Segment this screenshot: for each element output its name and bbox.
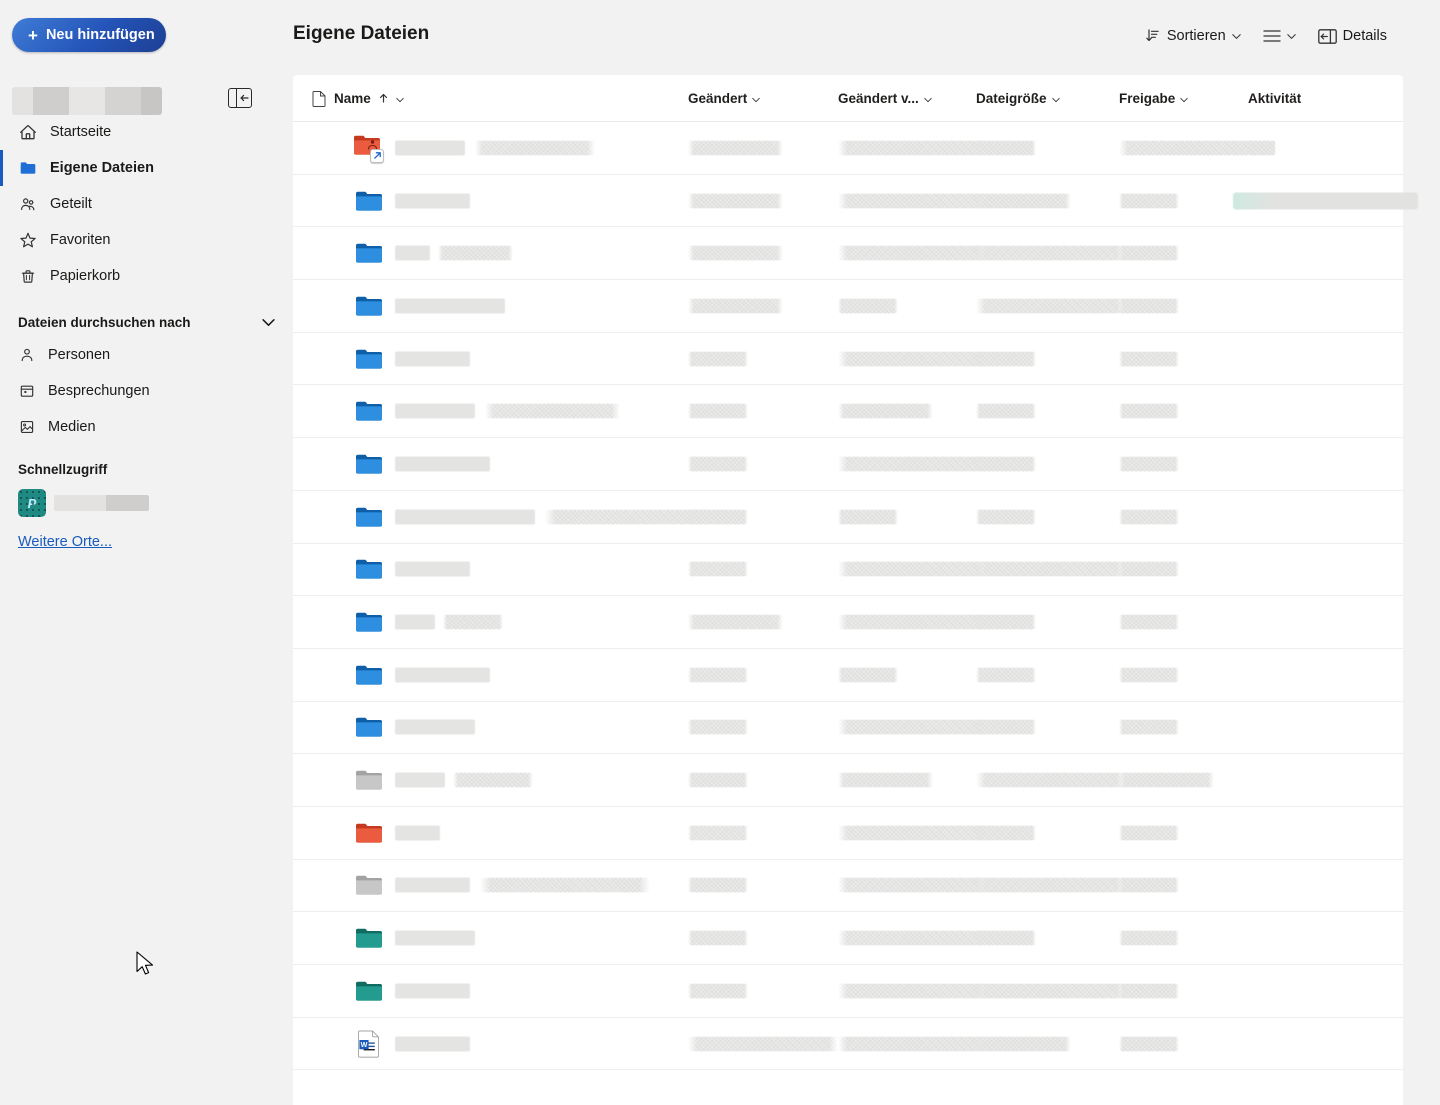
svg-text:W: W	[361, 1040, 368, 1049]
